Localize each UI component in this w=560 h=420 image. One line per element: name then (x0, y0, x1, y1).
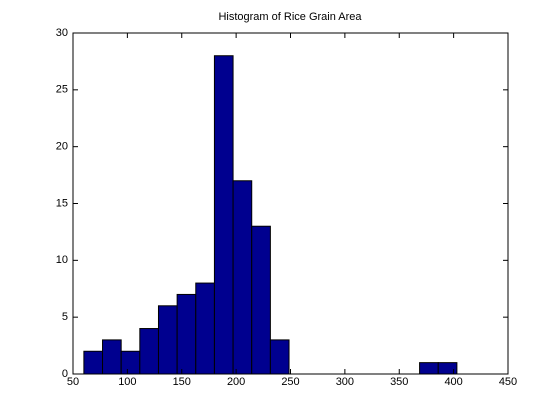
y-tick-label: 5 (62, 311, 68, 323)
x-tick-label: 300 (336, 376, 354, 388)
y-tick-label: 30 (56, 27, 68, 39)
y-tick-label: 0 (62, 368, 68, 380)
bar (195, 282, 215, 375)
bar (157, 305, 178, 375)
bar (213, 55, 234, 375)
x-tick-label: 200 (227, 376, 245, 388)
y-tick-label: 10 (56, 254, 68, 266)
bar (232, 180, 253, 375)
bar (419, 362, 439, 375)
x-tick-label: 450 (499, 376, 517, 388)
x-tick-label: 400 (444, 376, 462, 388)
y-tick-label: 20 (56, 141, 68, 153)
y-tick-label: 15 (56, 197, 68, 209)
bar (269, 339, 290, 375)
bar (176, 293, 197, 375)
bar (139, 328, 159, 375)
x-tick-label: 100 (118, 376, 136, 388)
x-tick-label: 150 (173, 376, 191, 388)
x-tick-label: 250 (281, 376, 299, 388)
bar (251, 225, 271, 375)
x-tick-label: 350 (390, 376, 408, 388)
x-tick-label: 50 (67, 376, 79, 388)
y-tick-label: 25 (56, 84, 68, 96)
bar (120, 350, 141, 375)
bar (83, 350, 104, 375)
bar (102, 339, 122, 375)
chart-title: Histogram of Rice Grain Area (218, 11, 362, 23)
